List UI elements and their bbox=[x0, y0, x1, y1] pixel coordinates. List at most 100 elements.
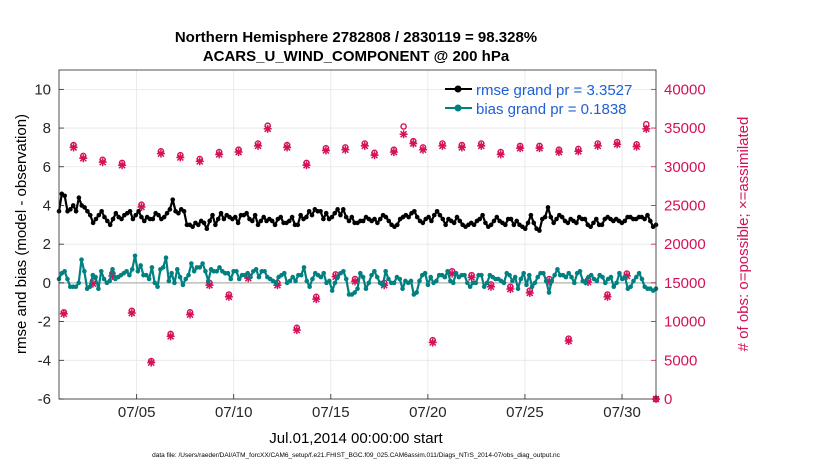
y-axis-left-label: rmse and bias (model - observation) bbox=[13, 114, 30, 354]
bias-point bbox=[135, 268, 141, 274]
rmse-point bbox=[176, 210, 181, 216]
bias-point bbox=[369, 272, 374, 278]
bias-point bbox=[363, 286, 369, 291]
bias-point bbox=[191, 268, 197, 274]
rmse-point bbox=[119, 216, 124, 222]
bias-point bbox=[301, 265, 307, 270]
rmse-point bbox=[96, 212, 102, 218]
rmse-point bbox=[289, 214, 295, 220]
bias-point bbox=[408, 278, 414, 284]
bias-point bbox=[453, 270, 459, 276]
rmse-point bbox=[559, 214, 565, 220]
bias-point bbox=[65, 276, 70, 282]
rmse-point bbox=[377, 216, 383, 222]
bias-point bbox=[450, 280, 456, 286]
bias-point bbox=[321, 270, 327, 276]
obs-assimilated-marker bbox=[79, 154, 88, 163]
bias-point bbox=[518, 276, 524, 282]
bias-point bbox=[541, 270, 546, 276]
bias-point bbox=[442, 274, 448, 280]
bias-point bbox=[414, 290, 419, 295]
obs-assimilated-marker bbox=[486, 282, 495, 291]
y-right-tick-label: 35000 bbox=[664, 120, 706, 137]
bias-point bbox=[79, 257, 84, 262]
axis-tick-labels: 07/05 07/10 07/15 07/20 07/25 07/30 -6 -4 -2 0 2 4 6… bbox=[34, 81, 705, 421]
rmse-point bbox=[156, 212, 161, 218]
rmse-point bbox=[511, 222, 517, 228]
bias-point bbox=[107, 278, 112, 284]
bias-point bbox=[146, 276, 152, 282]
bias-point bbox=[177, 274, 183, 280]
bias-point bbox=[360, 274, 366, 280]
rmse-point bbox=[588, 224, 593, 230]
bias-point bbox=[555, 267, 560, 272]
chart-title-line2: ACARS_U_WIND_COMPONENT @ 200 hPa bbox=[203, 48, 510, 65]
rmse-point bbox=[494, 214, 500, 220]
obs-assimilated-marker bbox=[516, 144, 525, 153]
rmse-point bbox=[323, 210, 329, 216]
obs-assimilated-marker bbox=[613, 140, 622, 149]
series-lines bbox=[56, 191, 659, 297]
bias-point bbox=[628, 284, 633, 290]
obs-assimilated-marker bbox=[341, 145, 350, 154]
obs-assimilated-marker bbox=[419, 145, 428, 154]
rmse-point bbox=[551, 220, 556, 226]
bias-point bbox=[127, 272, 132, 278]
bias-point bbox=[318, 274, 324, 280]
rmse-point bbox=[488, 222, 494, 228]
rmse-point bbox=[414, 214, 420, 220]
data-file-footnote: data file: /Users/raeder/DAI/ATM_forcXX/… bbox=[152, 452, 561, 459]
obs-assimilated-marker bbox=[283, 143, 292, 152]
bias-point bbox=[543, 278, 549, 284]
bias-point bbox=[507, 272, 512, 278]
rmse-point bbox=[395, 222, 400, 228]
rmse-point bbox=[545, 205, 551, 210]
bias-point bbox=[138, 263, 143, 268]
rmse-point bbox=[204, 226, 210, 231]
rmse-point bbox=[167, 207, 173, 212]
rmse-point bbox=[321, 216, 326, 222]
bias-point bbox=[189, 261, 194, 266]
rmse-point bbox=[161, 214, 167, 220]
bias-point bbox=[563, 274, 569, 280]
rmse-point bbox=[483, 220, 488, 226]
obs-assimilated-marker bbox=[603, 292, 612, 301]
rmse-point bbox=[201, 220, 207, 226]
bias-point bbox=[428, 274, 434, 280]
bias-point bbox=[307, 284, 312, 290]
bias-point bbox=[526, 272, 532, 278]
legend-bias-marker bbox=[454, 104, 462, 112]
rmse-point bbox=[531, 220, 537, 226]
bias-point bbox=[332, 280, 338, 286]
y-left-tick-label: -4 bbox=[38, 352, 51, 369]
bias-point bbox=[200, 261, 205, 266]
bias-point bbox=[583, 280, 588, 286]
rmse-point bbox=[218, 210, 224, 216]
rmse-point bbox=[383, 214, 389, 220]
rmse-point bbox=[645, 212, 650, 218]
obs-assimilated-marker bbox=[127, 309, 136, 318]
y-axis-right-label: # of obs: o=possible; ×=assimilated bbox=[735, 117, 752, 352]
bias-point bbox=[462, 272, 467, 278]
bias-point bbox=[608, 274, 614, 280]
obs-assimilated-marker bbox=[195, 157, 204, 166]
rmse-point bbox=[306, 208, 312, 214]
bias-point bbox=[374, 274, 380, 280]
bias-point bbox=[588, 272, 594, 278]
bias-point bbox=[639, 276, 645, 282]
rmse-point bbox=[70, 203, 76, 208]
plot-area bbox=[59, 70, 656, 399]
rmse-point bbox=[141, 218, 147, 224]
rmse-point bbox=[286, 218, 292, 224]
rmse-point bbox=[113, 210, 119, 216]
rmse-point bbox=[85, 208, 90, 214]
bias-point bbox=[124, 268, 129, 274]
y-left-tick-label: 2 bbox=[43, 236, 51, 253]
bias-point bbox=[467, 284, 473, 290]
x-tick-label: 07/15 bbox=[312, 404, 350, 421]
x-axis-label: Jul.01,2014 00:00:00 start bbox=[269, 430, 443, 447]
bias-point bbox=[524, 282, 529, 288]
bias-point bbox=[422, 270, 428, 276]
bias-point bbox=[143, 272, 149, 278]
bias-point bbox=[183, 276, 189, 282]
